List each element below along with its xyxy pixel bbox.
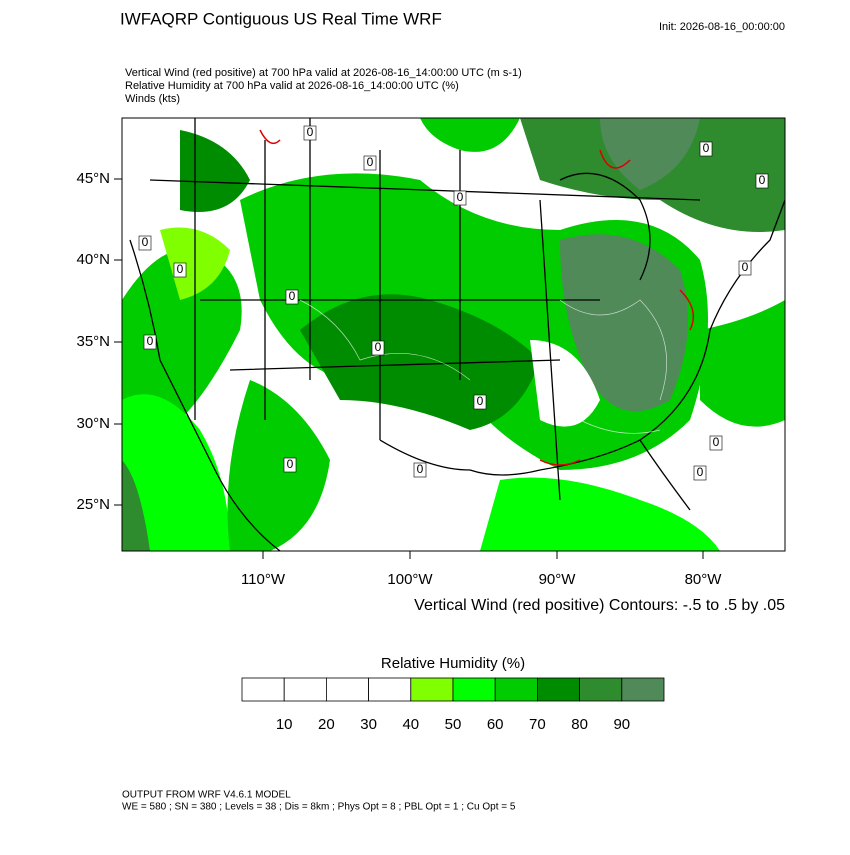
lat-label: 45°N <box>76 170 110 187</box>
contour-label-box <box>473 394 487 410</box>
lat-label: 25°N <box>76 496 110 513</box>
contour-label-box <box>138 235 152 251</box>
lat-label: 35°N <box>76 333 110 350</box>
contour-label-box <box>371 340 385 356</box>
contour-label-box <box>303 125 317 141</box>
map-frame <box>121 117 786 552</box>
contours <box>299 299 667 434</box>
colorbar-label: 30 <box>360 716 377 733</box>
init-time: Init: 2026-08-16_00:00:00 <box>659 21 785 33</box>
contour-label: 0 <box>177 262 184 276</box>
boundaries <box>129 118 785 551</box>
contour-label-box <box>143 334 157 350</box>
colorbar-label: 10 <box>276 716 293 733</box>
footer-model: OUTPUT FROM WRF V4.6.1 MODEL <box>122 790 291 801</box>
colorbar-box <box>452 677 496 702</box>
contour-label: 0 <box>287 457 294 471</box>
contour-label: 0 <box>457 190 464 204</box>
colorbar-box <box>579 677 623 702</box>
contour-label: 0 <box>289 289 296 303</box>
map: 0 0 0 0 0 0 0 0 0 0 0 0 0 0 0 0 <box>121 117 786 552</box>
colorbar-box <box>410 677 454 702</box>
colorbar-title: Relative Humidity (%) <box>381 655 525 672</box>
updraft-contours <box>259 129 695 466</box>
contour-label-box <box>173 262 187 278</box>
title: IWFAQRP Contiguous US Real Time WRF <box>120 9 442 28</box>
colorbar-label: 60 <box>487 716 504 733</box>
contour-label: 0 <box>142 235 149 249</box>
contour-label: 0 <box>742 260 749 274</box>
colorbar-box <box>283 677 327 702</box>
contour-label: 0 <box>713 435 720 449</box>
humidity-field <box>122 118 785 551</box>
colorbar-box <box>241 677 285 702</box>
contour-label: 0 <box>367 155 374 169</box>
field-line: Winds (kts) <box>125 93 180 105</box>
contour-label: 0 <box>759 173 766 187</box>
footer-settings: WE = 580 ; SN = 380 ; Levels = 38 ; Dis … <box>122 802 516 813</box>
contour-label: 0 <box>375 340 382 354</box>
colorbar-box <box>368 677 412 702</box>
colorbar-label: 90 <box>613 716 630 733</box>
contour-label: 0 <box>417 462 424 476</box>
field-line: Vertical Wind (red positive) at 700 hPa … <box>125 67 522 79</box>
contour-label-box <box>285 289 299 305</box>
colorbar-box <box>537 677 581 702</box>
contour-label: 0 <box>703 141 710 155</box>
lat-label: 30°N <box>76 415 110 432</box>
contour-label: 0 <box>307 125 314 139</box>
contour-label: 0 <box>697 465 704 479</box>
lat-label: 40°N <box>76 251 110 268</box>
field-line: Relative Humidity at 700 hPa valid at 20… <box>125 80 459 92</box>
colorbar-label: 70 <box>529 716 546 733</box>
contour-label-box <box>738 260 752 276</box>
colorbar-label: 50 <box>445 716 462 733</box>
contour-label-box <box>755 173 769 189</box>
colorbar-box <box>621 677 665 702</box>
colorbar-label: 20 <box>318 716 335 733</box>
colorbar-label: 80 <box>571 716 588 733</box>
contour-label: 0 <box>147 334 154 348</box>
lon-label: 90°W <box>539 571 577 588</box>
colorbar-box <box>494 677 538 702</box>
contour-note: Vertical Wind (red positive) Contours: -… <box>414 597 785 614</box>
contour-label-box <box>699 141 713 157</box>
lon-label: 110°W <box>241 571 286 588</box>
colorbar-box <box>325 677 369 702</box>
contour-label-box <box>453 190 467 206</box>
contour-label-box <box>709 435 723 451</box>
contour-label-box <box>693 465 707 481</box>
contour-label-box <box>283 457 297 473</box>
contour-label-box <box>363 155 377 171</box>
lon-label: 100°W <box>387 571 433 588</box>
contour-label: 0 <box>477 394 484 408</box>
lon-label: 80°W <box>685 571 723 588</box>
contour-label-box <box>413 462 427 478</box>
colorbar-label: 40 <box>402 716 419 733</box>
